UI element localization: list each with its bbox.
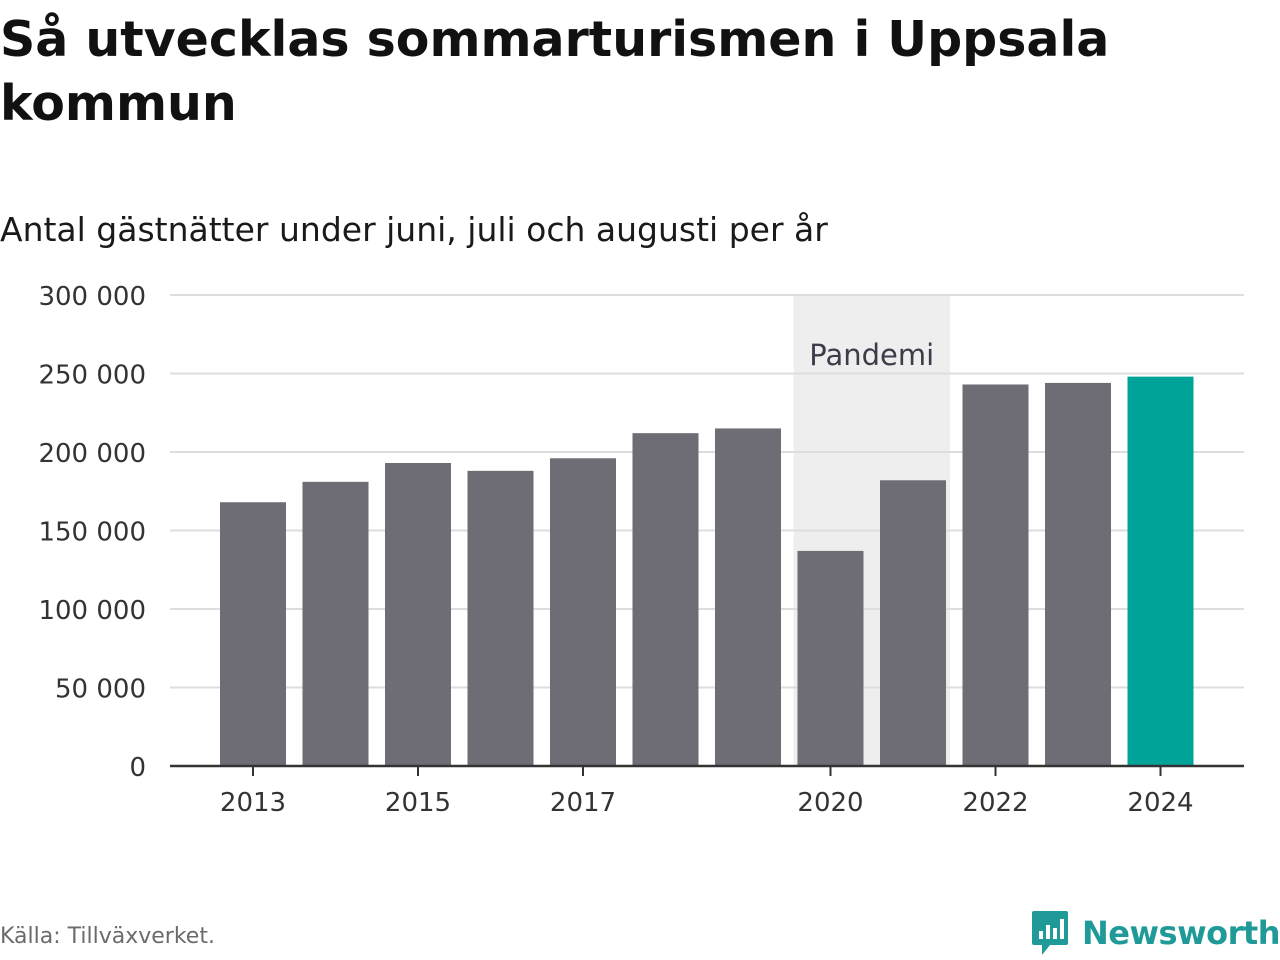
bar	[302, 481, 369, 766]
chart-title: Så utvecklas sommarturismen i Uppsala ko…	[0, 11, 1110, 132]
newsworthy-logo-icon	[1032, 911, 1068, 955]
bar	[880, 480, 946, 766]
x-tick-label: 2020	[797, 788, 863, 818]
bar	[467, 470, 534, 766]
y-tick-label: 0	[129, 753, 146, 783]
y-tick-label: 250 000	[38, 361, 146, 391]
bar	[385, 462, 451, 766]
y-tick-label: 300 000	[38, 282, 146, 312]
chart-subtitle: Antal gästnätter under juni, juli och au…	[0, 210, 828, 249]
bar-chart: Pandemi 0 50 000 100 000 150 000 200 000 250 …	[38, 282, 1244, 818]
brand-logo: Newsworthy	[1030, 908, 1280, 958]
bar-layer	[220, 376, 1194, 766]
x-tick-label: 2024	[1127, 788, 1193, 818]
bar	[797, 550, 864, 766]
source-note: Källa: Tillväxverket.	[0, 924, 215, 949]
x-tick-label: 2022	[962, 788, 1028, 818]
bar	[550, 458, 616, 766]
y-tick-label: 150 000	[38, 518, 146, 548]
bar	[715, 428, 781, 766]
pandemic-label: Pandemi	[809, 338, 934, 372]
y-tick-label: 100 000	[38, 596, 146, 626]
x-tick-label: 2017	[550, 788, 616, 818]
x-tick-label: 2013	[220, 788, 286, 818]
bar	[1045, 382, 1111, 766]
bar	[220, 502, 286, 766]
axis-layer: 0 50 000 100 000 150 000 200 000 250 000 300 0…	[38, 282, 1244, 818]
brand-name: Newsworthy	[1082, 914, 1280, 952]
bar	[632, 433, 699, 766]
x-tick-label: 2015	[385, 788, 451, 818]
bar	[1127, 376, 1194, 766]
y-tick-label: 200 000	[38, 439, 146, 469]
bar	[962, 384, 1029, 766]
y-tick-label: 50 000	[55, 675, 146, 705]
